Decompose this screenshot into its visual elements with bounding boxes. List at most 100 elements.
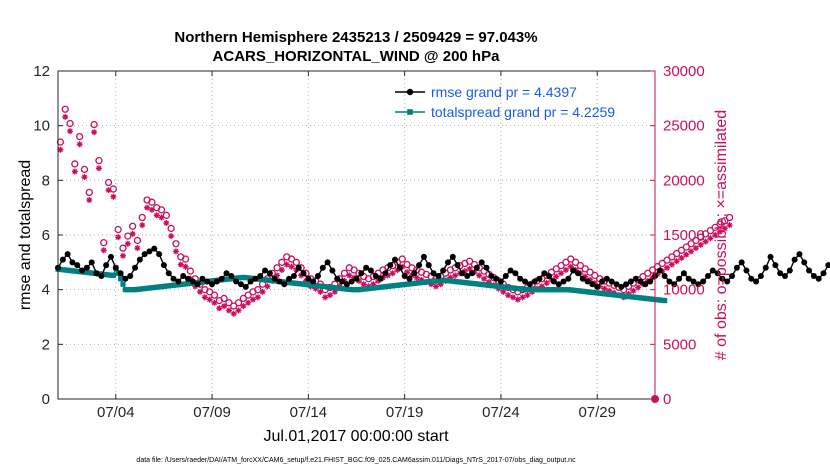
rmse-marker: [541, 270, 548, 277]
obs-assimilated-marker: [702, 238, 709, 245]
totalspread-marker: [120, 281, 126, 287]
rmse-marker: [517, 275, 524, 282]
rmse-marker: [88, 259, 95, 266]
rmse-marker: [579, 275, 586, 282]
obs-assimilated-marker: [264, 283, 271, 290]
rmse-marker: [122, 275, 129, 282]
obs-possible-marker: [677, 246, 686, 254]
rmse-marker: [449, 253, 456, 260]
obs-possible-marker: [591, 271, 599, 280]
obs-possible-marker: [687, 240, 695, 248]
plot-background: [58, 71, 655, 399]
rmse-marker: [348, 278, 355, 285]
obs-assimilated-marker: [688, 248, 695, 255]
chart-title-line2: ACARS_HORIZONTAL_WIND @ 200 hPa: [213, 48, 501, 65]
obs-possible-marker: [157, 206, 166, 214]
obs-assimilated-marker: [692, 245, 699, 252]
rmse-marker: [213, 278, 220, 285]
rmse-marker: [623, 281, 630, 288]
rmse-marker: [358, 270, 365, 277]
rmse-marker: [247, 278, 254, 285]
totalspread-marker: [662, 298, 668, 304]
rmse-marker: [156, 251, 163, 258]
obs-assimilated-marker: [360, 281, 367, 288]
rmse-marker: [329, 267, 336, 274]
rmse-marker: [488, 273, 495, 279]
rmse-marker: [724, 278, 731, 285]
obs-assimilated-marker: [317, 288, 324, 295]
obs-assimilated-marker: [630, 287, 637, 294]
rmse-marker: [825, 262, 830, 269]
rmse-marker: [218, 275, 225, 282]
obs-assimilated-marker: [664, 264, 671, 271]
rmse-marker: [743, 267, 750, 274]
rmse-marker: [791, 256, 798, 263]
rmse-marker: [526, 281, 533, 288]
rmse-marker: [531, 278, 538, 285]
rmse-marker: [748, 275, 755, 282]
obs-possible-marker: [244, 291, 252, 299]
rmse-marker: [762, 264, 769, 271]
rmse-marker: [632, 275, 639, 282]
rmse-marker: [103, 262, 110, 269]
legend-label-spread: totalspread grand pr = 4.2259: [431, 104, 615, 120]
rmse-marker: [175, 278, 182, 285]
rmse-marker: [401, 273, 408, 279]
obs-possible-marker: [287, 255, 296, 263]
obs-assimilated-marker: [331, 288, 338, 295]
right-tick-label: 20000: [663, 172, 705, 189]
left-tick-label: 8: [42, 172, 50, 189]
rmse-marker: [262, 267, 269, 274]
rmse-marker: [550, 278, 557, 285]
obs-assimilated-marker: [115, 234, 122, 241]
right-tick-label: 0: [663, 391, 671, 408]
obs-assimilated-marker: [221, 303, 228, 310]
rmse-marker: [406, 275, 413, 282]
rmse-marker: [107, 253, 114, 260]
obs-assimilated-marker: [601, 285, 608, 292]
obs-possible-marker: [220, 294, 228, 303]
rmse-marker: [165, 270, 172, 277]
obs-possible-marker: [119, 244, 127, 252]
obs-possible-marker: [225, 299, 233, 307]
rmse-marker: [589, 281, 596, 288]
obs-assimilated-marker: [437, 281, 444, 288]
obs-possible-marker: [76, 132, 84, 141]
rmse-marker: [656, 267, 663, 274]
totalspread-marker: [110, 272, 116, 279]
rmse-marker: [772, 262, 779, 269]
rmse-marker: [473, 264, 480, 271]
obs-assimilated-marker: [105, 187, 112, 194]
rmse-marker: [411, 270, 418, 277]
obs-possible-marker: [697, 233, 705, 241]
rmse-marker: [281, 281, 288, 288]
obs-assimilated-marker: [716, 228, 723, 235]
obs-assimilated-marker: [668, 261, 675, 268]
rmse-marker: [801, 259, 808, 266]
rmse-marker: [98, 273, 105, 279]
obs-assimilated-marker: [86, 197, 93, 204]
legend: rmse grand pr = 4.4397 totalspread grand …: [395, 84, 615, 120]
rmse-marker: [257, 273, 264, 279]
obs-possible-marker: [571, 258, 580, 266]
obs-assimilated-marker: [567, 263, 574, 270]
rmse-marker: [425, 262, 432, 269]
obs-assimilated-marker: [524, 292, 531, 299]
rmse-marker: [555, 281, 562, 288]
obs-assimilated-marker: [384, 272, 391, 279]
rmse-marker: [271, 275, 278, 282]
obs-assimilated-marker: [206, 296, 213, 303]
obs-possible-marker: [128, 222, 137, 230]
obs-possible-marker: [148, 198, 156, 206]
data-file-footer: data file: /Users/raeder/DAI/ATM_forcXX/…: [136, 457, 576, 464]
rmse-marker: [180, 273, 187, 279]
obs-possible-marker: [701, 230, 710, 238]
rmse-marker: [295, 264, 302, 271]
rmse-marker: [209, 281, 216, 288]
obs-possible-marker: [71, 160, 79, 168]
rmse-marker: [117, 270, 124, 277]
obs-assimilated-marker: [673, 258, 680, 265]
obs-assimilated-marker: [697, 241, 704, 248]
rmse-marker: [141, 251, 148, 258]
x-tick-label: 07/19: [386, 404, 424, 421]
